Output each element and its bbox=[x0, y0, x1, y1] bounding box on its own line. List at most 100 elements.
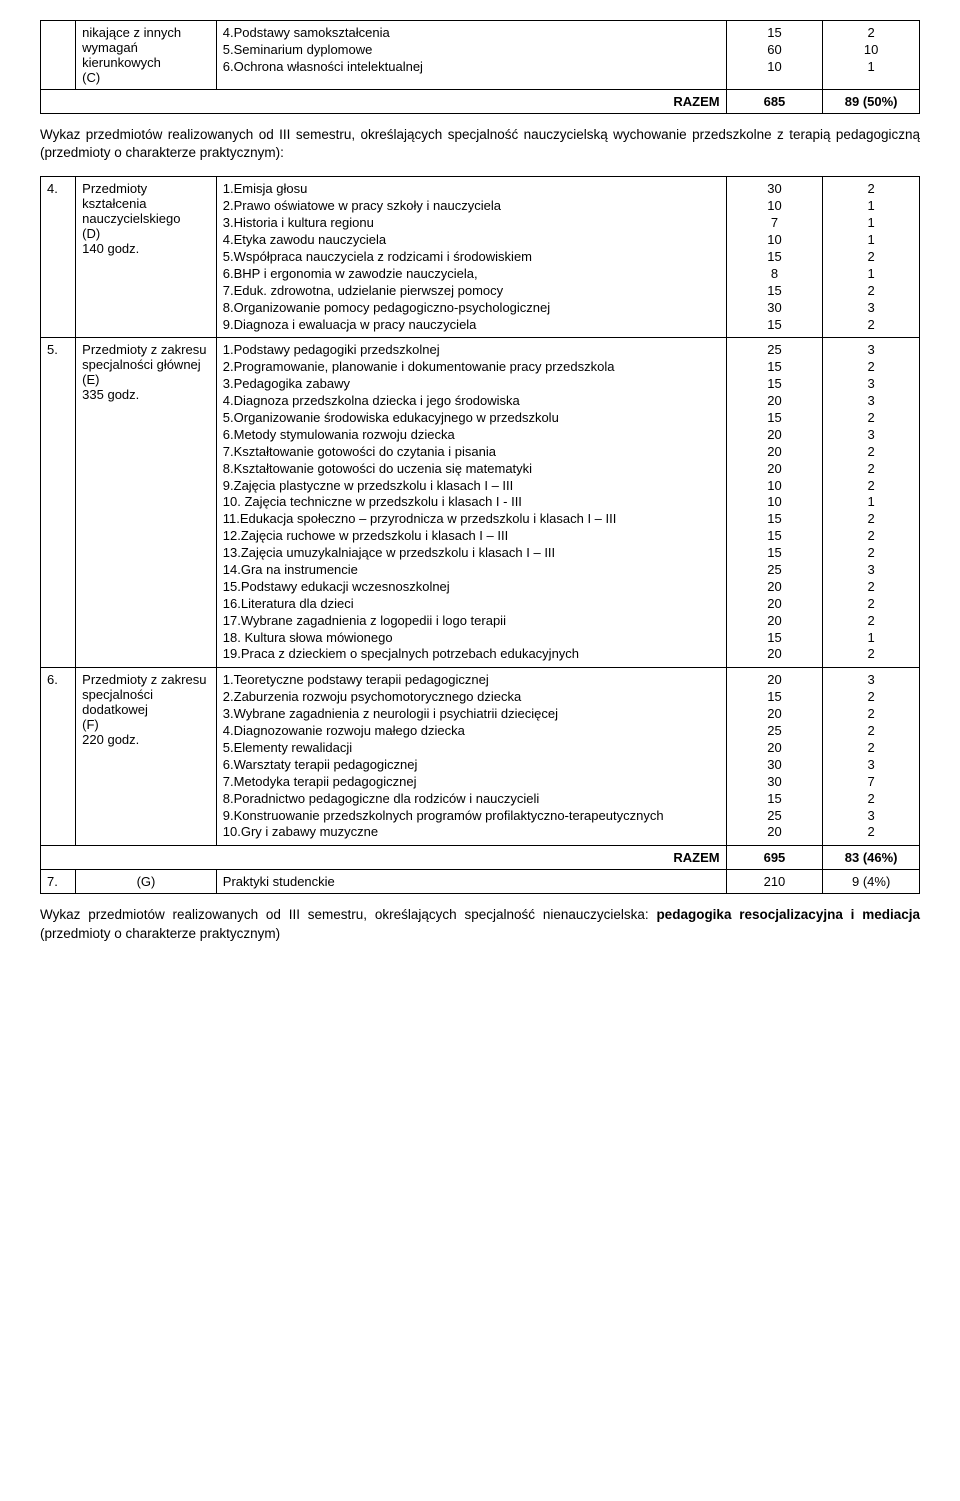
subject-item: 6.Warsztaty terapii pedagogicznej bbox=[223, 757, 720, 774]
value-1: 20 bbox=[733, 596, 817, 613]
subject-item: 4.Etyka zawodu nauczyciela bbox=[223, 232, 720, 249]
value-1: 20 bbox=[733, 461, 817, 478]
subject-item: 13.Zajęcia umuzykalniające w przedszkolu… bbox=[223, 545, 720, 562]
subject-item: 16.Literatura dla dzieci bbox=[223, 596, 720, 613]
value-1: 15 bbox=[733, 511, 817, 528]
value-2: 2 bbox=[829, 181, 913, 198]
top-v1-2: 10 bbox=[733, 59, 817, 76]
row7-v1: 210 bbox=[726, 870, 823, 894]
value-2: 3 bbox=[829, 757, 913, 774]
value-2: 2 bbox=[829, 613, 913, 630]
subject-item: 8.Poradnictwo pedagogiczne dla rodziców … bbox=[223, 791, 720, 808]
row7-num: 7. bbox=[41, 870, 76, 894]
value-2: 2 bbox=[829, 249, 913, 266]
row-num: 6. bbox=[41, 668, 76, 846]
value-1: 15 bbox=[733, 689, 817, 706]
outro-paragraph: Wykaz przedmiotów realizowanych od III s… bbox=[40, 906, 920, 942]
subject-item: 1.Teoretyczne podstawy terapii pedagogic… bbox=[223, 672, 720, 689]
row-values-1: 25151520152020201010151515252020201520 bbox=[726, 338, 823, 668]
table-row: 4.Przedmioty kształcenia nauczycielskieg… bbox=[41, 177, 920, 338]
value-1: 10 bbox=[733, 494, 817, 511]
value-1: 20 bbox=[733, 613, 817, 630]
subject-item: 4.Diagnoza przedszkolna dziecka i jego ś… bbox=[223, 393, 720, 410]
value-1: 25 bbox=[733, 342, 817, 359]
value-1: 15 bbox=[733, 376, 817, 393]
subject-item: 8.Organizowanie pomocy pedagogiczno-psyc… bbox=[223, 300, 720, 317]
subject-item: 7.Eduk. zdrowotna, udzielanie pierwszej … bbox=[223, 283, 720, 300]
top-v1-1: 60 bbox=[733, 42, 817, 59]
value-1: 10 bbox=[733, 478, 817, 495]
row-values-2: 3233232221222322212 bbox=[823, 338, 920, 668]
value-2: 2 bbox=[829, 689, 913, 706]
subject-item: 15.Podstawy edukacji wczesnoszkolnej bbox=[223, 579, 720, 596]
subject-item: 19.Praca z dzieckiem o specjalnych potrz… bbox=[223, 646, 720, 663]
outro-before: Wykaz przedmiotów realizowanych od III s… bbox=[40, 907, 656, 922]
value-2: 3 bbox=[829, 376, 913, 393]
subject-item: 7.Kształtowanie gotowości do czytania i … bbox=[223, 444, 720, 461]
value-2: 2 bbox=[829, 359, 913, 376]
value-2: 1 bbox=[829, 630, 913, 647]
top-category-cell: nikające z innych wymagań kierunkowych (… bbox=[76, 21, 217, 90]
value-1: 30 bbox=[733, 181, 817, 198]
subject-item: 17.Wybrane zagadnienia z logopedii i log… bbox=[223, 613, 720, 630]
value-1: 25 bbox=[733, 723, 817, 740]
value-1: 30 bbox=[733, 300, 817, 317]
top-v1-0: 15 bbox=[733, 25, 817, 42]
subject-item: 2.Programowanie, planowanie i dokumentow… bbox=[223, 359, 720, 376]
intro-paragraph: Wykaz przedmiotów realizowanych od III s… bbox=[40, 126, 920, 162]
value-2: 2 bbox=[829, 478, 913, 495]
value-1: 30 bbox=[733, 757, 817, 774]
value-1: 30 bbox=[733, 774, 817, 791]
subject-item: 9.Diagnoza i ewaluacja w pracy nauczycie… bbox=[223, 317, 720, 334]
main-total-v1: 695 bbox=[726, 846, 823, 870]
value-2: 2 bbox=[829, 706, 913, 723]
value-1: 20 bbox=[733, 824, 817, 841]
value-2: 2 bbox=[829, 740, 913, 757]
top-v2-1: 10 bbox=[829, 42, 913, 59]
value-1: 15 bbox=[733, 545, 817, 562]
row7-v2: 9 (4%) bbox=[823, 870, 920, 894]
value-2: 2 bbox=[829, 528, 913, 545]
subject-item: 10.Gry i zabawy muzyczne bbox=[223, 824, 720, 841]
value-1: 20 bbox=[733, 706, 817, 723]
subject-item: 9.Konstruowanie przedszkolnych programów… bbox=[223, 808, 720, 825]
subject-item: 9.Zajęcia plastyczne w przedszkolu i kla… bbox=[223, 478, 720, 495]
subject-item: 12.Zajęcia ruchowe w przedszkolu i klasa… bbox=[223, 528, 720, 545]
top-subjects-cell: 4.Podstawy samokształcenia 5.Seminarium … bbox=[216, 21, 726, 90]
value-1: 15 bbox=[733, 359, 817, 376]
value-2: 2 bbox=[829, 511, 913, 528]
value-1: 15 bbox=[733, 249, 817, 266]
top-item-1: 5.Seminarium dyplomowe bbox=[223, 42, 720, 59]
subject-item: 1.Emisja głosu bbox=[223, 181, 720, 198]
row-values-1: 20152025203030152520 bbox=[726, 668, 823, 846]
subject-item: 14.Gra na instrumencie bbox=[223, 562, 720, 579]
subject-item: 1.Podstawy pedagogiki przedszkolnej bbox=[223, 342, 720, 359]
value-1: 15 bbox=[733, 528, 817, 545]
row-num: 5. bbox=[41, 338, 76, 668]
value-2: 2 bbox=[829, 824, 913, 841]
value-2: 2 bbox=[829, 461, 913, 478]
row-category: Przedmioty z zakresu specjalności dodatk… bbox=[76, 668, 217, 846]
row-category: Przedmioty z zakresu specjalności główne… bbox=[76, 338, 217, 668]
value-1: 25 bbox=[733, 562, 817, 579]
subject-item: 5.Organizowanie środowiska edukacyjnego … bbox=[223, 410, 720, 427]
row-values-2: 3222237232 bbox=[823, 668, 920, 846]
subject-item: 3.Pedagogika zabawy bbox=[223, 376, 720, 393]
value-1: 20 bbox=[733, 740, 817, 757]
value-1: 10 bbox=[733, 232, 817, 249]
value-2: 3 bbox=[829, 562, 913, 579]
subject-item: 8.Kształtowanie gotowości do uczenia się… bbox=[223, 461, 720, 478]
value-2: 3 bbox=[829, 342, 913, 359]
value-2: 2 bbox=[829, 444, 913, 461]
row-subjects: 1.Podstawy pedagogiki przedszkolnej2.Pro… bbox=[216, 338, 726, 668]
subject-item: 6.Metody stymulowania rozwoju dziecka bbox=[223, 427, 720, 444]
top-num-cell bbox=[41, 21, 76, 90]
value-2: 2 bbox=[829, 545, 913, 562]
subject-item: 5.Elementy rewalidacji bbox=[223, 740, 720, 757]
outro-after: (przedmioty o charakterze praktycznym) bbox=[40, 926, 280, 941]
value-2: 2 bbox=[829, 317, 913, 334]
value-2: 2 bbox=[829, 596, 913, 613]
top-item-2: 6.Ochrona własności intelektualnej bbox=[223, 59, 720, 76]
subject-item: 4.Diagnozowanie rozwoju małego dziecka bbox=[223, 723, 720, 740]
value-1: 15 bbox=[733, 410, 817, 427]
